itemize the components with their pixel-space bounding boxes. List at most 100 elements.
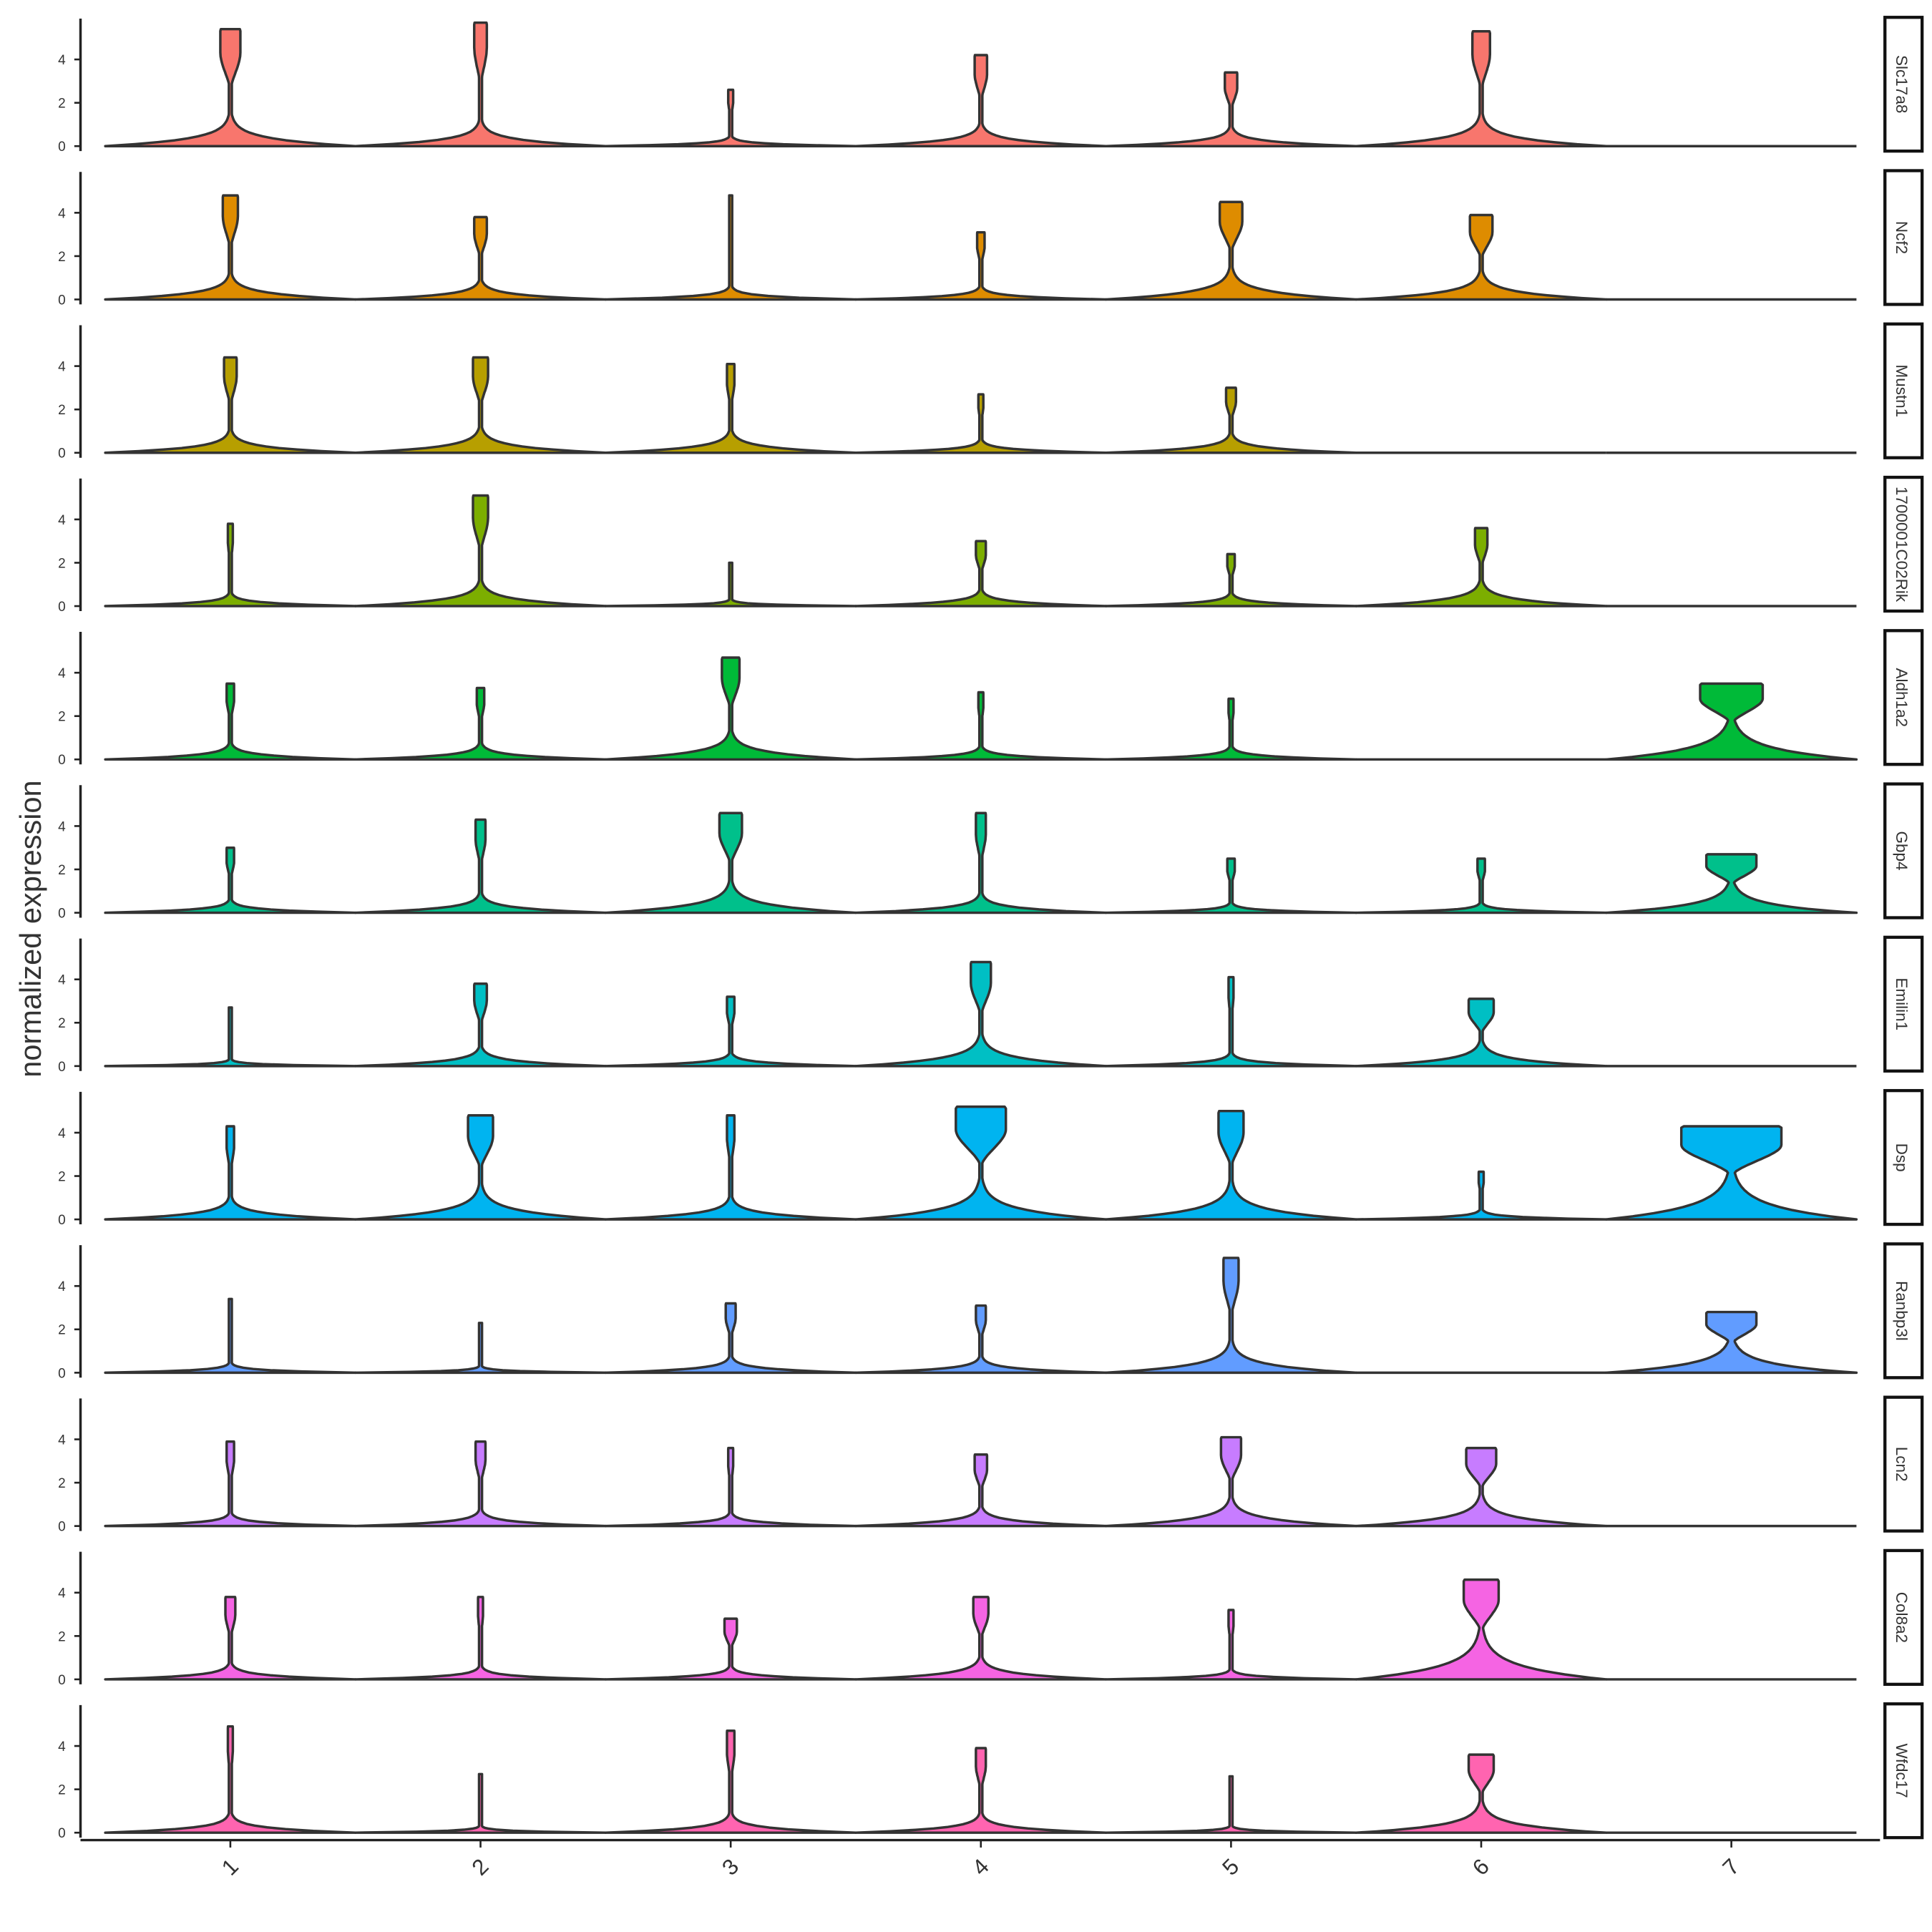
violin-Col8a2-4 <box>854 1596 1108 1681</box>
violin-Ncf2-6 <box>1355 213 1608 301</box>
violin-Dsp-4 <box>854 1105 1108 1221</box>
violin-Aldh1a2-5 <box>1104 697 1357 761</box>
violin-Col8a2-6 <box>1355 1578 1608 1681</box>
y-tick-label: 2 <box>58 1016 66 1031</box>
y-tick-label: 4 <box>58 1586 66 1601</box>
y-tick-label: 0 <box>58 140 66 155</box>
violin-Ranbp3l-1 <box>104 1297 357 1375</box>
violin-Dsp-1 <box>104 1125 357 1221</box>
y-tick-label: 0 <box>58 1366 66 1381</box>
strip-box <box>1883 935 1924 1073</box>
violin-Wfdc17-4 <box>854 1747 1108 1834</box>
violin-Lcn2-5 <box>1104 1435 1357 1528</box>
panel-Lcn2: 0 2 4 Lcn2 <box>58 1395 1924 1535</box>
panel-Dsp: 0 2 4 Dsp <box>58 1088 1924 1228</box>
x-tick-label: 1 <box>217 1854 243 1880</box>
violin-1700001C02Rik-1 <box>104 522 357 608</box>
violin-Col8a2-1 <box>104 1596 357 1681</box>
violin-Wfdc17-5 <box>1104 1775 1357 1834</box>
violin-1700001C02Rik-2 <box>354 494 608 608</box>
y-tick-label: 2 <box>58 250 66 265</box>
strip-box <box>1883 1088 1924 1226</box>
violin-Aldh1a2-4 <box>854 691 1108 761</box>
violin-Ncf2-2 <box>354 215 608 301</box>
violin-Gbp4-5 <box>1104 857 1357 914</box>
violin-Lcn2-3 <box>604 1446 857 1528</box>
y-tick-label: 2 <box>58 710 66 725</box>
strip-box <box>1883 1395 1924 1533</box>
y-tick-label: 2 <box>58 1323 66 1338</box>
violin-Ranbp3l-5 <box>1104 1257 1357 1375</box>
strip-label: Aldh1a2 <box>1893 668 1911 727</box>
panel-Ncf2: 0 2 4 Ncf2 <box>58 169 1924 308</box>
panel-1700001C02Rik: 0 2 4 1700001C02Rik <box>58 475 1924 615</box>
violin-Slc17a8-1 <box>104 27 357 147</box>
violin-Col8a2-2 <box>354 1596 608 1681</box>
y-tick-label: 0 <box>58 906 66 921</box>
violin-Ranbp3l-7 <box>1605 1310 1858 1375</box>
strip-label: Mustn1 <box>1893 364 1911 417</box>
y-tick-label: 0 <box>58 1826 66 1841</box>
y-tick-label: 4 <box>58 53 66 68</box>
violin-Emilin1-1 <box>104 1006 357 1068</box>
x-tick-label: 2 <box>467 1854 494 1880</box>
strip-box <box>1883 1548 1924 1687</box>
y-tick-label: 4 <box>58 666 66 681</box>
y-tick-label: 2 <box>58 1629 66 1644</box>
strip-box <box>1883 322 1924 459</box>
violin-Slc17a8-4 <box>854 54 1108 147</box>
violin-Dsp-7 <box>1605 1125 1858 1221</box>
x-tick-label: 3 <box>717 1854 743 1880</box>
violin-Emilin1-4 <box>854 960 1108 1068</box>
violin-Ncf2-5 <box>1104 200 1357 301</box>
y-axis-title: normalized expression <box>14 780 47 1077</box>
strip-box <box>1883 782 1924 919</box>
strip-label: Lcn2 <box>1893 1447 1911 1482</box>
y-tick-label: 0 <box>58 293 66 308</box>
y-tick-label: 4 <box>58 1126 66 1141</box>
violin-Ranbp3l-2 <box>354 1322 608 1375</box>
strip-label: Wfdc17 <box>1893 1744 1911 1798</box>
violin-Aldh1a2-7 <box>1605 682 1858 761</box>
panel-Mustn1: 0 2 4 Mustn1 <box>58 322 1924 462</box>
violin-Slc17a8-5 <box>1104 71 1357 147</box>
y-tick-label: 4 <box>58 1433 66 1448</box>
violin-1700001C02Rik-6 <box>1355 527 1608 608</box>
strip-box <box>1883 475 1924 613</box>
violin-Aldh1a2-3 <box>604 656 857 761</box>
panel-Gbp4: 0 2 4 Gbp4 <box>58 782 1924 922</box>
y-tick-label: 2 <box>58 1783 66 1798</box>
violin-Wfdc17-6 <box>1355 1753 1608 1834</box>
y-tick-label: 4 <box>58 1740 66 1755</box>
violin-Ncf2-3 <box>604 194 857 301</box>
violin-Gbp4-7 <box>1605 853 1858 914</box>
violin-Ncf2-4 <box>854 230 1108 301</box>
strip-box <box>1883 169 1924 306</box>
violin-Slc17a8-3 <box>604 88 857 147</box>
y-tick-label: 0 <box>58 1520 66 1535</box>
y-tick-label: 4 <box>58 819 66 834</box>
violin-Mustn1-2 <box>354 356 608 454</box>
violin-Col8a2-3 <box>604 1617 857 1681</box>
violin-Dsp-5 <box>1104 1109 1357 1221</box>
strip-label: Col8a2 <box>1893 1592 1911 1643</box>
strip-label: Dsp <box>1893 1143 1911 1172</box>
y-tick-label: 4 <box>58 206 66 221</box>
violin-Lcn2-4 <box>854 1453 1108 1528</box>
violin-Gbp4-3 <box>604 811 857 914</box>
violin-Emilin1-5 <box>1104 975 1357 1068</box>
y-tick-label: 0 <box>58 1213 66 1228</box>
strip-box <box>1883 1702 1924 1840</box>
violin-Emilin1-3 <box>604 995 857 1068</box>
y-tick-label: 4 <box>58 360 66 375</box>
violin-Gbp4-6 <box>1355 857 1608 914</box>
violin-Wfdc17-2 <box>354 1772 608 1834</box>
violin-1700001C02Rik-4 <box>854 540 1108 608</box>
violin-Mustn1-3 <box>604 362 857 454</box>
strip-label: Gbp4 <box>1893 831 1911 871</box>
violin-Col8a2-5 <box>1104 1609 1357 1681</box>
strip-label: Ranbp3l <box>1893 1281 1911 1341</box>
violin-Gbp4-1 <box>104 846 357 914</box>
panel-Ranbp3l: 0 2 4 Ranbp3l <box>58 1242 1924 1381</box>
